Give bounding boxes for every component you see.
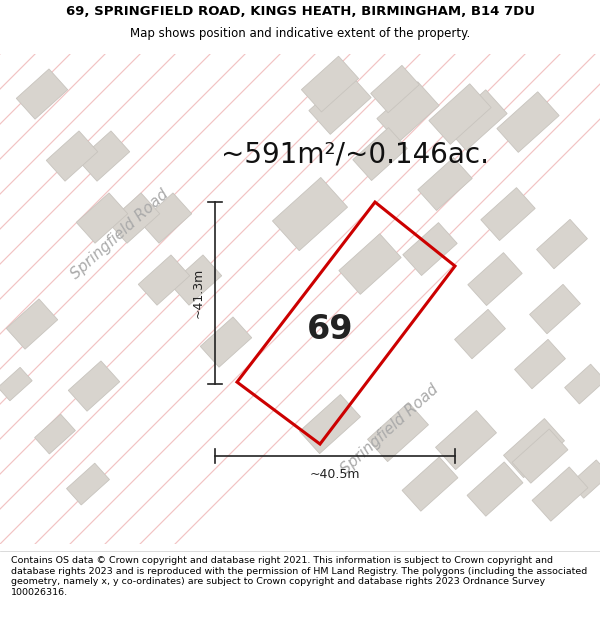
Text: 69: 69 [307,312,353,346]
Polygon shape [68,361,120,411]
Polygon shape [46,131,98,181]
Polygon shape [76,193,128,243]
Text: Springfield Road: Springfield Road [338,381,442,477]
Polygon shape [436,411,496,469]
Polygon shape [512,429,568,483]
Polygon shape [353,127,407,181]
Polygon shape [530,284,580,334]
Polygon shape [429,84,491,144]
Polygon shape [497,92,559,152]
Text: ~41.3m: ~41.3m [192,268,205,318]
Polygon shape [339,234,401,294]
Text: Contains OS data © Crown copyright and database right 2021. This information is : Contains OS data © Crown copyright and d… [11,556,587,597]
Polygon shape [6,299,58,349]
Polygon shape [571,460,600,498]
Text: ~40.5m: ~40.5m [310,468,360,481]
Polygon shape [140,193,192,243]
Polygon shape [368,402,428,462]
Text: Springfield Road: Springfield Road [68,186,172,282]
Polygon shape [536,219,587,269]
Polygon shape [371,66,419,112]
Polygon shape [467,462,523,516]
Polygon shape [272,177,347,251]
Polygon shape [16,69,68,119]
Polygon shape [170,255,222,305]
Polygon shape [67,463,109,505]
Polygon shape [503,419,565,478]
Polygon shape [418,158,472,211]
Polygon shape [445,90,507,151]
Polygon shape [309,74,371,134]
Polygon shape [402,457,458,511]
Polygon shape [200,317,252,367]
Polygon shape [299,394,361,454]
Text: 69, SPRINGFIELD ROAD, KINGS HEATH, BIRMINGHAM, B14 7DU: 69, SPRINGFIELD ROAD, KINGS HEATH, BIRMI… [65,5,535,18]
Polygon shape [301,56,359,112]
Polygon shape [0,368,32,401]
Text: Map shows position and indicative extent of the property.: Map shows position and indicative extent… [130,28,470,40]
Polygon shape [515,339,565,389]
Polygon shape [138,255,190,305]
Polygon shape [481,188,535,241]
Polygon shape [532,467,588,521]
Polygon shape [455,309,505,359]
Polygon shape [35,414,76,454]
Polygon shape [403,222,457,276]
Polygon shape [108,193,160,243]
Polygon shape [78,131,130,181]
Polygon shape [377,82,439,142]
Polygon shape [565,364,600,404]
Text: ~591m²/~0.146ac.: ~591m²/~0.146ac. [221,140,489,168]
Polygon shape [468,253,522,306]
